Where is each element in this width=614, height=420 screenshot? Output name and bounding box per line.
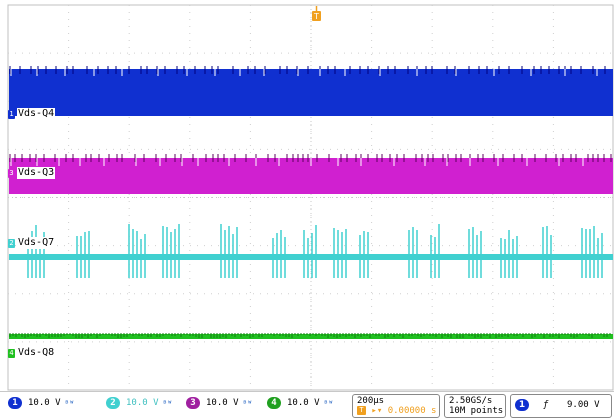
channel-1-name: Vds-Q4 <box>17 108 56 120</box>
channel-3-name: Vds-Q3 <box>17 167 56 179</box>
trigger-position-value: 0.00000 s <box>387 406 437 416</box>
record-length: 10M points <box>449 406 504 416</box>
channel-4-scale[interactable]: 4 10.0 V ᴮᵂ <box>267 397 333 409</box>
channel-1-waveform <box>9 69 613 116</box>
channel-2-scale[interactable]: 2 10.0 V ᴮᵂ <box>106 397 172 409</box>
channel-1-scale-value: 10.0 V <box>28 398 61 408</box>
channel-2-waveform <box>9 254 613 260</box>
channel-4-waveform <box>9 334 613 339</box>
channel-2-scale-value: 10.0 V <box>126 398 159 408</box>
channel-1-marker: 1 <box>8 109 15 119</box>
sample-rate: 2.50GS/s <box>449 396 493 406</box>
channel-4-badge: 4 <box>267 397 281 409</box>
channel-2-name: Vds-Q7 <box>17 237 56 249</box>
trigger-position: T ▸▾ 0.00000 s <box>357 406 436 417</box>
trigger-settings[interactable]: 1 ƒ 9.00 V <box>510 394 612 418</box>
channel-2-label: 2 Vds-Q7 <box>8 237 56 249</box>
channel-1-badge: 1 <box>8 397 22 409</box>
trigger-level: 9.00 V <box>567 400 600 410</box>
bw-limit-icon: ᴮᵂ <box>162 398 173 408</box>
channel-3-badge: 3 <box>186 397 200 409</box>
acquisition-settings[interactable]: 2.50GS/s 10M points <box>444 394 506 418</box>
channel-3-label: 3 Vds-Q3 <box>8 167 56 179</box>
trigger-marker-text: T <box>313 12 319 21</box>
arrow-icon: ▸▾ <box>371 406 383 416</box>
channel-1-label: 1 Vds-Q4 <box>8 108 56 120</box>
bw-limit-icon: ᴮᵂ <box>323 398 334 408</box>
channel-4-scale-value: 10.0 V <box>287 398 320 408</box>
waveform-area <box>7 4 614 391</box>
channel-4-label: 4 Vds-Q8 <box>8 347 56 359</box>
channel-4-name: Vds-Q8 <box>17 347 56 359</box>
channel-2-badge: 2 <box>106 397 120 409</box>
channel-1-scale[interactable]: 1 10.0 V ᴮᵂ <box>8 397 74 409</box>
channel-4-marker: 4 <box>8 348 15 358</box>
bw-limit-icon: ᴮᵂ <box>64 398 75 408</box>
timebase-value: 200µs <box>357 396 385 406</box>
horizontal-settings[interactable]: 200µs T ▸▾ 0.00000 s <box>352 394 440 418</box>
rising-edge-icon: ƒ <box>543 400 549 410</box>
trigger-position-marker[interactable]: T <box>311 6 322 22</box>
channel-3-marker: 3 <box>8 168 15 178</box>
trigger-icon: T <box>357 406 366 415</box>
channel-3-scale[interactable]: 3 10.0 V ᴮᵂ <box>186 397 252 409</box>
channel-2-marker: 2 <box>8 238 15 248</box>
bw-limit-icon: ᴮᵂ <box>242 398 253 408</box>
trigger-source-badge: 1 <box>515 399 529 411</box>
channel-3-scale-value: 10.0 V <box>206 398 239 408</box>
